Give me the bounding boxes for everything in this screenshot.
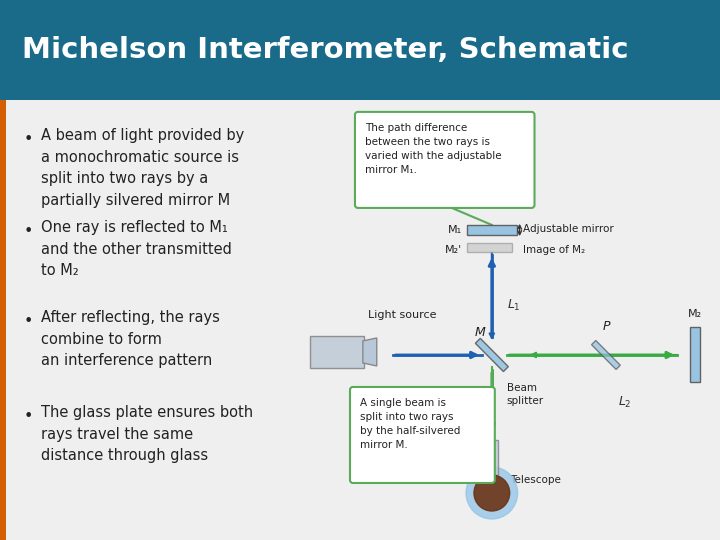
Text: •: • <box>24 224 33 239</box>
FancyBboxPatch shape <box>350 387 495 483</box>
Text: •: • <box>24 132 33 147</box>
Text: $L_2$: $L_2$ <box>618 395 632 410</box>
Text: A single beam is
split into two rays
by the half-silvered
mirror M.: A single beam is split into two rays by … <box>360 398 460 450</box>
Text: Telescope: Telescope <box>510 475 561 485</box>
Text: •: • <box>24 314 33 329</box>
Polygon shape <box>592 340 621 369</box>
Circle shape <box>466 467 518 519</box>
Text: $L_1$: $L_1$ <box>507 298 521 313</box>
Text: Light source: Light source <box>368 310 436 320</box>
Text: One ray is reflected to M₁
and the other transmitted
to M₂: One ray is reflected to M₁ and the other… <box>42 220 233 278</box>
Polygon shape <box>363 338 377 366</box>
Text: M: M <box>474 326 485 339</box>
Text: P: P <box>602 320 610 333</box>
FancyBboxPatch shape <box>467 225 517 235</box>
Text: M₂': M₂' <box>445 245 462 255</box>
FancyBboxPatch shape <box>690 327 700 382</box>
Circle shape <box>474 475 510 511</box>
FancyBboxPatch shape <box>486 440 498 475</box>
Text: The path difference
between the two rays is
varied with the adjustable
mirror M₁: The path difference between the two rays… <box>365 123 502 175</box>
Text: Image of M₂: Image of M₂ <box>523 245 585 255</box>
FancyBboxPatch shape <box>467 243 512 252</box>
Text: M₂: M₂ <box>688 309 702 320</box>
Text: Adjustable mirror: Adjustable mirror <box>523 224 613 234</box>
Text: Michelson Interferometer, Schematic: Michelson Interferometer, Schematic <box>22 36 628 64</box>
FancyBboxPatch shape <box>310 336 364 368</box>
Polygon shape <box>475 339 508 372</box>
Text: A beam of light provided by
a monochromatic source is
split into two rays by a
p: A beam of light provided by a monochroma… <box>42 128 245 208</box>
FancyBboxPatch shape <box>355 112 534 208</box>
Text: Beam
splitter: Beam splitter <box>507 383 544 406</box>
Text: M₁: M₁ <box>448 225 462 235</box>
Text: After reflecting, the rays
combine to form
an interference pattern: After reflecting, the rays combine to fo… <box>42 310 220 368</box>
Text: The glass plate ensures both
rays travel the same
distance through glass: The glass plate ensures both rays travel… <box>42 405 253 463</box>
Text: •: • <box>24 409 33 424</box>
